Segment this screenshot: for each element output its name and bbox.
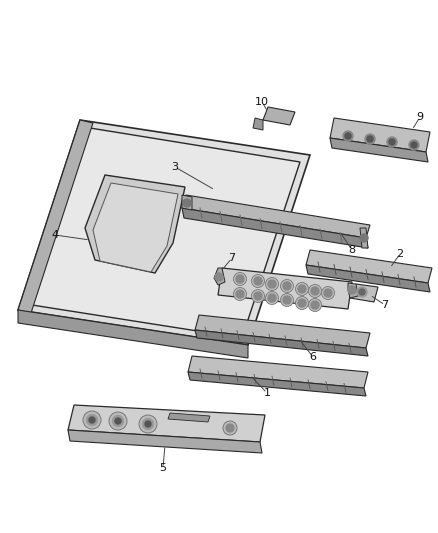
Circle shape bbox=[83, 411, 101, 429]
Text: 5: 5 bbox=[159, 463, 166, 473]
Circle shape bbox=[226, 424, 234, 432]
Circle shape bbox=[367, 136, 373, 142]
Polygon shape bbox=[330, 118, 430, 152]
Circle shape bbox=[268, 294, 276, 302]
Circle shape bbox=[115, 418, 121, 424]
Polygon shape bbox=[348, 283, 358, 298]
Polygon shape bbox=[18, 120, 310, 345]
Polygon shape bbox=[188, 356, 368, 388]
Circle shape bbox=[411, 142, 417, 148]
Polygon shape bbox=[168, 413, 210, 422]
Circle shape bbox=[409, 140, 419, 150]
Circle shape bbox=[343, 131, 353, 141]
Polygon shape bbox=[195, 330, 368, 356]
Circle shape bbox=[357, 287, 367, 297]
Circle shape bbox=[296, 296, 308, 310]
Circle shape bbox=[109, 412, 127, 430]
Text: 8: 8 bbox=[349, 245, 356, 255]
Circle shape bbox=[215, 273, 223, 281]
Polygon shape bbox=[85, 175, 185, 273]
Circle shape bbox=[251, 274, 265, 287]
Polygon shape bbox=[253, 118, 263, 130]
Circle shape bbox=[311, 301, 319, 309]
Polygon shape bbox=[360, 228, 368, 248]
Circle shape bbox=[283, 282, 291, 290]
Circle shape bbox=[251, 289, 265, 303]
Circle shape bbox=[268, 280, 276, 288]
Text: 1: 1 bbox=[264, 388, 271, 398]
Circle shape bbox=[308, 298, 321, 311]
Polygon shape bbox=[263, 107, 295, 125]
Polygon shape bbox=[214, 268, 225, 285]
Polygon shape bbox=[93, 183, 178, 272]
Polygon shape bbox=[68, 405, 265, 442]
Text: 9: 9 bbox=[417, 112, 424, 122]
Polygon shape bbox=[195, 315, 370, 348]
Circle shape bbox=[233, 272, 247, 286]
Polygon shape bbox=[182, 195, 192, 210]
Circle shape bbox=[113, 416, 124, 426]
Polygon shape bbox=[182, 195, 370, 238]
Polygon shape bbox=[18, 120, 93, 313]
Circle shape bbox=[360, 234, 368, 242]
Polygon shape bbox=[306, 265, 430, 292]
Polygon shape bbox=[330, 138, 428, 162]
Polygon shape bbox=[68, 430, 262, 453]
Circle shape bbox=[145, 421, 151, 427]
Circle shape bbox=[298, 285, 306, 293]
Circle shape bbox=[280, 294, 293, 306]
Circle shape bbox=[345, 133, 351, 139]
Circle shape bbox=[324, 289, 332, 297]
Circle shape bbox=[265, 292, 279, 304]
Text: 7: 7 bbox=[381, 300, 389, 310]
Circle shape bbox=[236, 275, 244, 283]
Circle shape bbox=[89, 417, 95, 423]
Text: 3: 3 bbox=[172, 162, 179, 172]
Circle shape bbox=[311, 287, 319, 295]
Text: 6: 6 bbox=[310, 352, 317, 362]
Circle shape bbox=[254, 277, 262, 285]
Circle shape bbox=[296, 282, 308, 295]
Text: 7: 7 bbox=[229, 253, 236, 263]
Circle shape bbox=[86, 415, 98, 425]
Polygon shape bbox=[182, 208, 368, 248]
Circle shape bbox=[298, 299, 306, 307]
Polygon shape bbox=[32, 128, 300, 338]
Text: 2: 2 bbox=[396, 249, 403, 259]
Polygon shape bbox=[350, 284, 378, 302]
Circle shape bbox=[183, 199, 191, 207]
Circle shape bbox=[387, 137, 397, 147]
Circle shape bbox=[254, 292, 262, 300]
Circle shape bbox=[223, 421, 237, 435]
Polygon shape bbox=[18, 310, 248, 358]
Text: 10: 10 bbox=[255, 97, 269, 107]
Circle shape bbox=[142, 418, 153, 430]
Text: 4: 4 bbox=[51, 230, 59, 240]
Circle shape bbox=[265, 278, 279, 290]
Circle shape bbox=[359, 289, 365, 295]
Polygon shape bbox=[306, 250, 432, 283]
Circle shape bbox=[280, 279, 293, 293]
Polygon shape bbox=[218, 268, 352, 309]
Circle shape bbox=[283, 296, 291, 304]
Circle shape bbox=[233, 287, 247, 301]
Polygon shape bbox=[188, 372, 366, 396]
Circle shape bbox=[365, 134, 375, 144]
Circle shape bbox=[236, 290, 244, 298]
Circle shape bbox=[321, 287, 335, 300]
Circle shape bbox=[308, 285, 321, 297]
Circle shape bbox=[139, 415, 157, 433]
Circle shape bbox=[348, 286, 356, 294]
Circle shape bbox=[389, 139, 395, 145]
